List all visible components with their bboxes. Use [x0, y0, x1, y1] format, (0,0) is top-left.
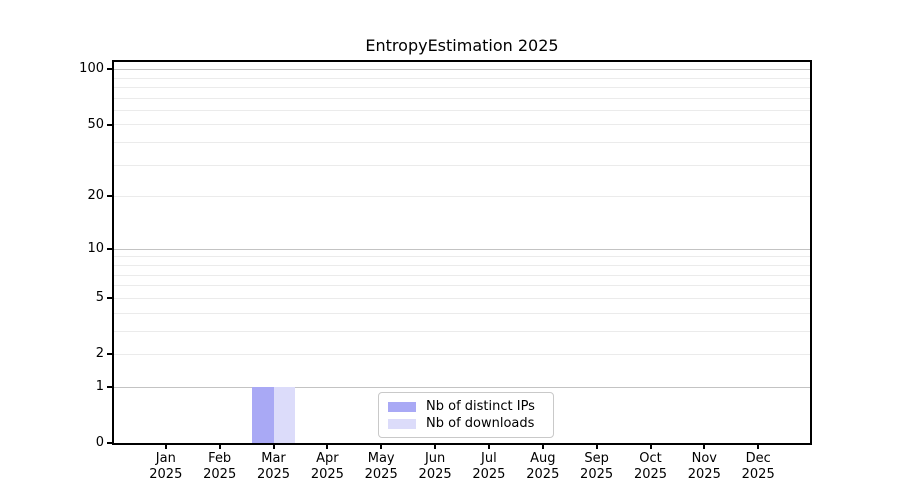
y-minor-gridline: [114, 196, 810, 197]
y-major-gridline: [114, 249, 810, 250]
y-minor-gridline: [114, 265, 810, 266]
x-tick-label: Jan 2025: [149, 451, 183, 482]
y-tick-mark: [107, 296, 112, 299]
x-tick-mark: [434, 445, 437, 449]
y-minor-gridline: [114, 285, 810, 286]
y-minor-gridline: [114, 124, 810, 125]
legend-label: Nb of distinct IPs: [426, 399, 535, 414]
x-tick-label: May 2025: [364, 451, 398, 482]
y-tick-mark: [107, 123, 112, 126]
legend-swatch: [388, 401, 416, 412]
y-minor-gridline: [114, 256, 810, 257]
y-minor-gridline: [114, 165, 810, 166]
x-tick-mark: [703, 445, 706, 449]
y-major-gridline: [114, 387, 810, 388]
y-tick-mark: [107, 195, 112, 198]
y-tick-label: 20: [87, 188, 104, 204]
legend-label: Nb of downloads: [426, 416, 535, 431]
y-tick-mark: [107, 353, 112, 355]
x-tick-mark: [164, 445, 167, 449]
y-tick-label: 100: [79, 61, 104, 77]
y-major-gridline: [114, 69, 810, 70]
y-minor-gridline: [114, 142, 810, 143]
x-tick-label: Dec 2025: [741, 451, 775, 482]
x-tick-mark: [595, 445, 598, 449]
y-minor-gridline: [114, 87, 810, 88]
y-minor-gridline: [114, 110, 810, 111]
chart-title: EntropyEstimation 2025: [365, 36, 559, 55]
legend-entry: Nb of downloads: [388, 416, 544, 431]
x-tick-mark: [487, 445, 490, 449]
x-tick-mark: [272, 445, 275, 449]
x-tick-mark: [326, 445, 329, 449]
legend-swatch: [388, 418, 416, 429]
legend: Nb of distinct IPs Nb of downloads: [378, 392, 554, 438]
x-tick-mark: [218, 445, 221, 449]
legend-entry: Nb of distinct IPs: [388, 399, 544, 414]
y-minor-gridline: [114, 331, 810, 332]
y-minor-gridline: [114, 78, 810, 79]
x-tick-label: Apr 2025: [310, 451, 344, 482]
x-tick-label: Nov 2025: [687, 451, 721, 482]
x-tick-mark: [649, 445, 652, 449]
y-tick-label: 1: [95, 378, 104, 394]
x-tick-label: Mar 2025: [256, 451, 291, 482]
x-tick-label: Aug 2025: [526, 451, 560, 482]
x-tick-label: Jul 2025: [472, 451, 506, 482]
y-minor-gridline: [114, 98, 810, 99]
x-tick-label: Sep 2025: [580, 451, 614, 482]
y-tick-mark: [107, 442, 112, 444]
x-tick-mark: [541, 445, 544, 449]
y-tick-mark: [107, 385, 112, 388]
y-tick-mark: [107, 247, 112, 250]
y-tick-label: 50: [87, 116, 104, 132]
y-minor-gridline: [114, 298, 810, 299]
x-tick-label: Oct 2025: [633, 451, 668, 482]
x-tick-label: Feb 2025: [203, 451, 237, 482]
y-tick-label: 0: [95, 435, 104, 450]
x-tick-mark: [380, 445, 383, 449]
y-tick-mark: [107, 68, 112, 71]
bar-nb-of-downloads-mar: [273, 386, 295, 443]
y-tick-label: 10: [87, 240, 104, 256]
x-tick-label: Jun 2025: [418, 451, 452, 482]
y-tick-label: 5: [95, 289, 104, 305]
y-tick-label: 2: [95, 346, 104, 361]
y-minor-gridline: [114, 313, 810, 314]
y-minor-gridline: [114, 354, 810, 355]
x-tick-mark: [757, 445, 760, 449]
y-minor-gridline: [114, 275, 810, 276]
bar-nb-of-distinct-ips-mar: [252, 386, 274, 443]
